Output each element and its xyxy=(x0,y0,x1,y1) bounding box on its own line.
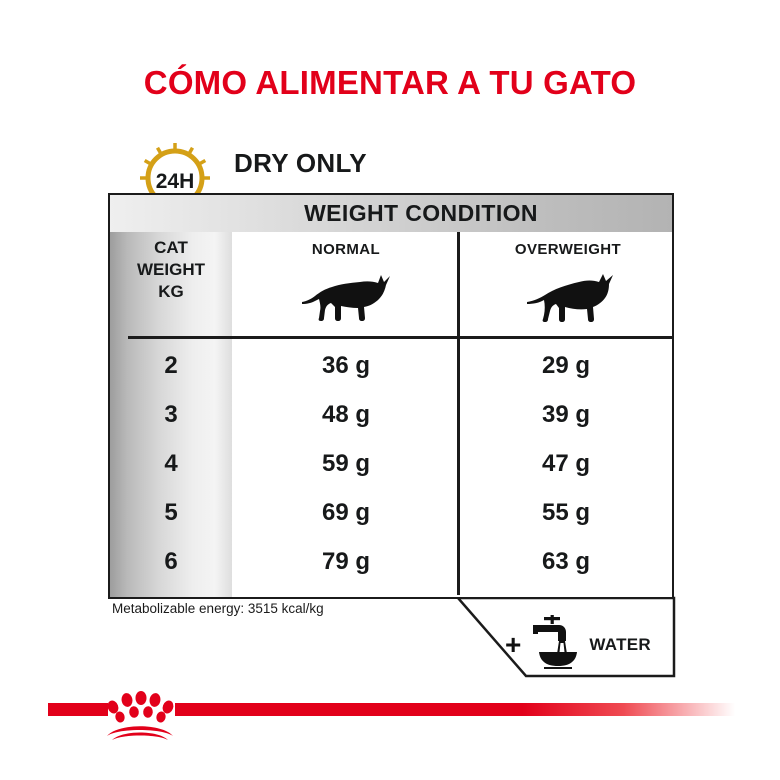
weight-condition-header: WEIGHT CONDITION xyxy=(110,195,672,232)
water-callout: + WATER xyxy=(505,614,651,675)
cell-overweight: 55 g xyxy=(541,498,591,526)
cat-normal-icon xyxy=(232,273,460,330)
badge-24h-label: 24H xyxy=(156,170,195,193)
cell-cat-weight: 5 xyxy=(164,498,178,526)
cell-cat-weight: 6 xyxy=(164,547,178,575)
cell-overweight: 47 g xyxy=(541,449,591,477)
weight-condition-label: WEIGHT CONDITION xyxy=(304,200,538,226)
cat-weight-line-1: CAT xyxy=(154,238,188,257)
faucet-water-bowl-icon xyxy=(525,614,581,675)
column-header-overweight: OVERWEIGHT xyxy=(514,241,622,258)
water-label: WATER xyxy=(589,634,651,654)
brand-footer-bar xyxy=(0,691,780,754)
brand-bar-right xyxy=(175,703,735,716)
cell-cat-weight: 3 xyxy=(164,400,178,428)
plus-icon: + xyxy=(505,628,522,660)
table-row: 2 36 g 29 g xyxy=(110,341,672,390)
metabolizable-energy-note: Metabolizable energy: 3515 kcal/kg xyxy=(112,601,324,616)
feeding-mode-label: DRY ONLY xyxy=(234,148,367,178)
cell-cat-weight: 2 xyxy=(164,351,178,379)
table-row: 3 48 g 39 g xyxy=(110,390,672,439)
cell-overweight: 63 g xyxy=(541,547,591,575)
table-row: 5 69 g 55 g xyxy=(110,488,672,537)
cat-weight-line-3: KG xyxy=(158,282,184,301)
feeding-table: WEIGHT CONDITION CAT WEIGHT KG NORMAL OV… xyxy=(108,193,674,599)
cell-normal: 59 g xyxy=(321,449,371,477)
header-row-divider xyxy=(128,336,673,339)
cell-normal: 36 g xyxy=(321,351,371,379)
cell-cat-weight: 4 xyxy=(164,449,178,477)
table-row: 4 59 g 47 g xyxy=(110,439,672,488)
cat-weight-line-2: WEIGHT xyxy=(137,260,205,279)
column-header-normal: NORMAL xyxy=(311,241,381,258)
table-body: 2 36 g 29 g 3 48 g 39 g 4 59 g 47 g 5 69… xyxy=(110,341,672,586)
cell-normal: 69 g xyxy=(321,498,371,526)
cat-weight-column-background xyxy=(110,195,232,597)
cell-overweight: 29 g xyxy=(541,351,591,379)
column-divider xyxy=(457,232,460,595)
cat-overweight-icon xyxy=(462,273,674,330)
royal-canin-crown-icon xyxy=(104,690,176,740)
brand-bar-left xyxy=(48,703,108,716)
table-row: 6 79 g 63 g xyxy=(110,537,672,586)
cell-overweight: 39 g xyxy=(541,400,591,428)
cell-normal: 48 g xyxy=(321,400,371,428)
cat-weight-header: CAT WEIGHT KG xyxy=(110,237,232,303)
cell-normal: 79 g xyxy=(321,547,371,575)
page-title: CÓMO ALIMENTAR A TU GATO xyxy=(143,64,637,101)
